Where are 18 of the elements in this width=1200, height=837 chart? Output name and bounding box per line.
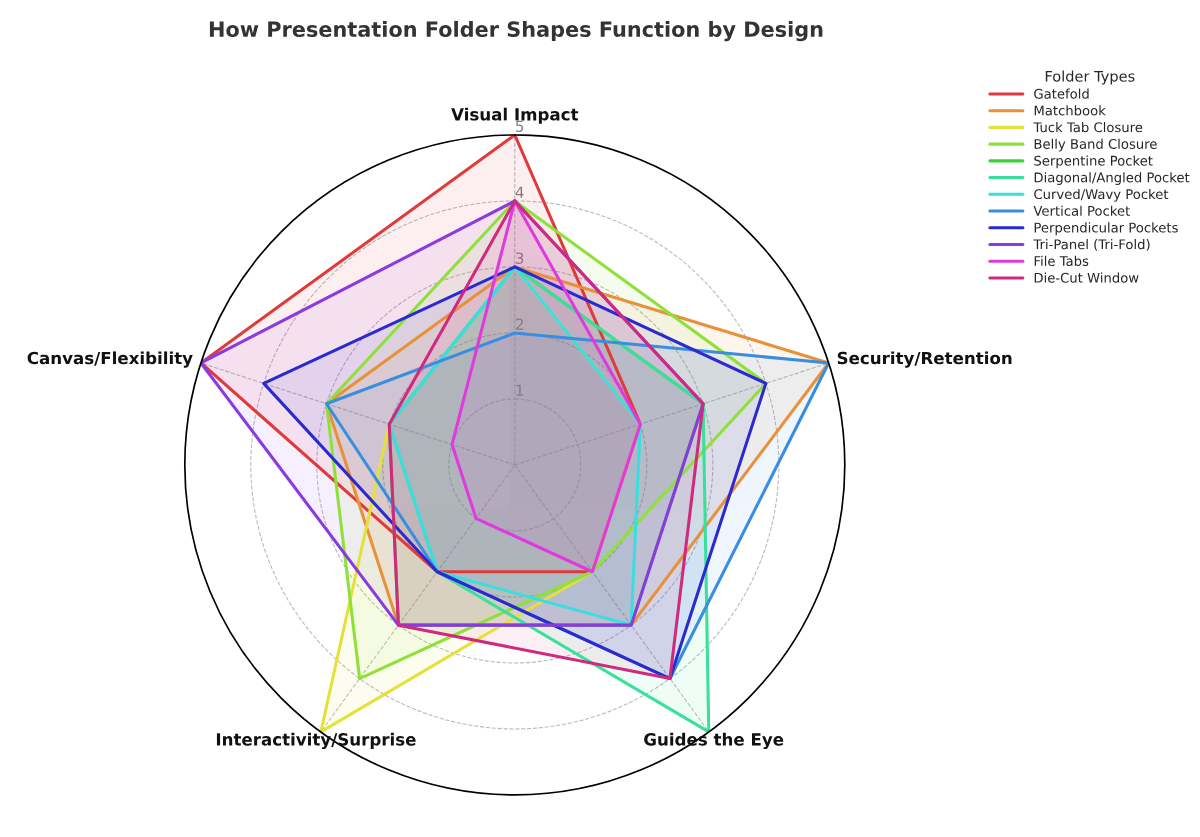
y-tick-label: 3 <box>515 252 524 264</box>
legend-label: Matchbook <box>1034 105 1106 116</box>
legend-label: File Tabs <box>1034 255 1089 267</box>
legend-label: Serpentine Pocket <box>1034 155 1153 169</box>
legend-label: Tuck Tab Closure <box>1033 121 1143 133</box>
legend-label: Tri-Panel (Tri-Fold) <box>1033 239 1150 251</box>
legend-label: Perpendicular Pockets <box>1034 222 1178 236</box>
y-tick-label: 4 <box>515 186 524 198</box>
chart-title: How Presentation Folder Shapes Function by Design <box>209 20 823 42</box>
spoke-label: Security/Retention <box>837 351 1012 368</box>
legend-label: Curved/Wavy Pocket <box>1034 188 1169 202</box>
spoke-label: Canvas/Flexibility <box>27 351 193 368</box>
legend-label: Belly Band Closure <box>1034 138 1157 152</box>
legend-label: Vertical Pocket <box>1033 205 1130 216</box>
legend-title: Folder Types <box>1045 70 1135 85</box>
legend-label: Die-Cut Window <box>1034 272 1139 283</box>
legend-label: Diagonal/Angled Pocket <box>1034 172 1190 185</box>
legend-label: Gatefold <box>1034 88 1089 99</box>
